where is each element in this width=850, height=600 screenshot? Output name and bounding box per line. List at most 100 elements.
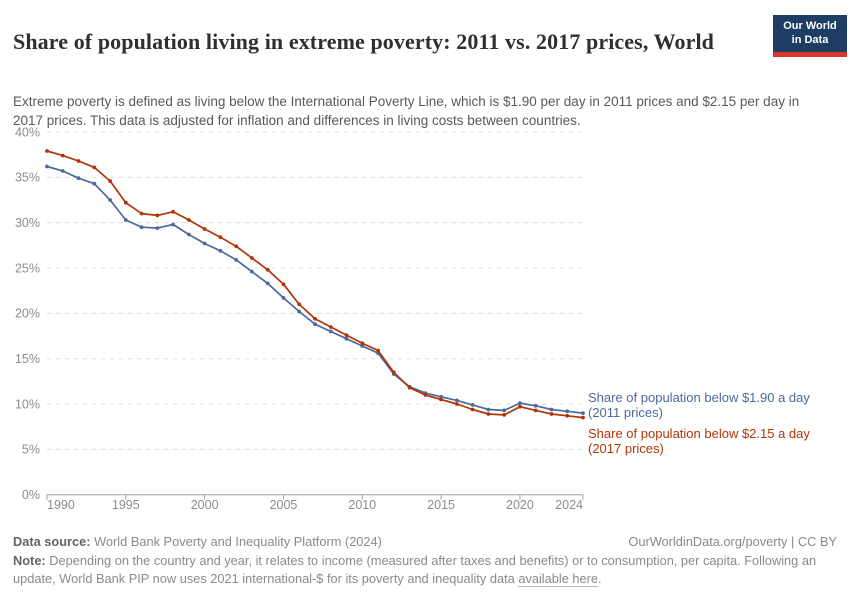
data-point-2017-prices[interactable] (218, 235, 223, 240)
data-point-2017-prices[interactable] (108, 179, 112, 183)
data-point-2011-prices[interactable] (313, 322, 317, 327)
data-point-2017-prices[interactable] (581, 415, 585, 420)
data-point-2011-prices[interactable] (187, 232, 191, 237)
data-point-2011-prices[interactable] (439, 394, 443, 399)
data-point-2011-prices[interactable] (123, 218, 128, 222)
footer-note: Note: Depending on the country and year,… (13, 552, 839, 587)
owid-logo-line2: in Data (791, 33, 829, 46)
data-point-2017-prices[interactable] (60, 153, 65, 158)
data-point-2017-prices[interactable] (92, 165, 97, 170)
note-label: Note: (13, 553, 46, 568)
data-point-2017-prices[interactable] (376, 348, 380, 353)
data-point-2011-prices[interactable] (518, 401, 522, 405)
owid-logo[interactable]: Our World in Data (773, 15, 847, 57)
data-point-2011-prices[interactable] (297, 309, 302, 314)
data-point-2017-prices[interactable] (423, 393, 428, 397)
x-tick-label: 2005 (270, 498, 298, 512)
data-point-2011-prices[interactable] (502, 408, 507, 413)
data-point-2011-prices[interactable] (581, 411, 585, 415)
data-point-2011-prices[interactable] (155, 226, 160, 231)
data-point-2017-prices[interactable] (407, 385, 412, 390)
data-point-2011-prices[interactable] (470, 403, 475, 407)
data-point-2017-prices[interactable] (265, 267, 270, 272)
series-label-2017-line2: (2017 prices) (588, 441, 664, 457)
x-tick-label: 2020 (506, 498, 534, 512)
x-tick-label: 2015 (427, 498, 455, 512)
data-point-2017-prices[interactable] (518, 404, 522, 409)
data-point-2011-prices[interactable] (328, 329, 333, 334)
data-point-2011-prices[interactable] (76, 176, 81, 181)
data-point-2017-prices[interactable] (470, 407, 475, 412)
data-point-2017-prices[interactable] (45, 149, 49, 153)
data-point-2017-prices[interactable] (565, 413, 570, 418)
data-point-2011-prices[interactable] (139, 225, 144, 230)
data-point-2017-prices[interactable] (250, 256, 254, 260)
data-point-2011-prices[interactable] (533, 403, 538, 408)
data-point-2017-prices[interactable] (391, 370, 396, 375)
x-tick-label: 1990 (47, 498, 75, 512)
series-label-2011-prices[interactable]: Share of population below $1.90 a day (2… (588, 390, 823, 421)
page-title: Share of population living in extreme po… (13, 28, 715, 54)
x-tick-label: 2000 (191, 498, 219, 512)
data-point-2011-prices[interactable] (281, 296, 286, 300)
data-point-2017-prices[interactable] (502, 413, 507, 417)
data-point-2011-prices[interactable] (455, 398, 459, 403)
data-point-2017-prices[interactable] (297, 302, 302, 307)
data-point-2011-prices[interactable] (234, 258, 239, 262)
data-point-2011-prices[interactable] (45, 164, 49, 169)
data-point-2011-prices[interactable] (360, 344, 365, 348)
data-point-2017-prices[interactable] (360, 341, 365, 346)
data-point-2017-prices[interactable] (202, 227, 207, 231)
y-tick-label: 30% (15, 216, 40, 230)
data-point-2017-prices[interactable] (313, 316, 317, 321)
data-point-2017-prices[interactable] (439, 397, 443, 402)
y-tick-label: 40% (15, 125, 40, 139)
data-point-2011-prices[interactable] (486, 407, 491, 412)
y-tick-label: 25% (15, 261, 40, 275)
data-point-2017-prices[interactable] (344, 333, 349, 337)
series-label-2017-prices[interactable]: Share of population below $2.15 a day (2… (588, 426, 823, 457)
data-point-2017-prices[interactable] (455, 402, 459, 406)
data-point-2017-prices[interactable] (139, 211, 144, 216)
series-label-2011-line1: Share of population below $1.90 a day (588, 390, 810, 405)
x-tick-label: 2024 (555, 498, 583, 512)
data-point-2011-prices[interactable] (265, 281, 270, 286)
y-tick-label: 35% (15, 171, 40, 185)
y-tick-label: 20% (15, 307, 40, 321)
data-point-2011-prices[interactable] (549, 407, 554, 412)
data-point-2011-prices[interactable] (171, 222, 176, 227)
data-point-2011-prices[interactable] (60, 169, 65, 173)
y-tick-label: 10% (15, 397, 40, 411)
data-point-2011-prices[interactable] (92, 181, 97, 186)
y-tick-label: 15% (15, 352, 40, 366)
owid-logo-line1: Our World (783, 20, 837, 32)
datasource-text: World Bank Poverty and Inequality Platfo… (90, 534, 382, 549)
series-label-2011-line2: (2011 prices) (588, 405, 663, 421)
attribution-link[interactable]: OurWorldinData.org/poverty | CC BY (628, 534, 837, 549)
data-point-2017-prices[interactable] (123, 200, 128, 205)
x-tick-label: 1995 (112, 498, 140, 512)
x-tick-label: 2010 (348, 498, 376, 512)
data-point-2011-prices[interactable] (202, 241, 207, 246)
data-point-2017-prices[interactable] (281, 282, 286, 287)
chart-subtitle: Extreme poverty is defined as living bel… (13, 94, 800, 129)
series-line-2017-prices[interactable] (46, 150, 584, 419)
data-point-2017-prices[interactable] (328, 325, 333, 329)
line-chart-plot: 0% 5% 10% 15% 20% 25% 30% 35% 40% 1990 1995 2000 200… (15, 125, 585, 512)
data-point-2011-prices[interactable] (218, 248, 223, 253)
data-point-2017-prices[interactable] (549, 412, 554, 416)
data-point-2017-prices[interactable] (533, 408, 538, 413)
data-point-2017-prices[interactable] (234, 244, 239, 249)
data-point-2017-prices[interactable] (187, 218, 191, 222)
data-point-2017-prices[interactable] (155, 213, 160, 218)
data-point-2011-prices[interactable] (565, 409, 570, 414)
data-point-2017-prices[interactable] (171, 209, 176, 214)
data-point-2017-prices[interactable] (486, 412, 491, 416)
data-point-2017-prices[interactable] (76, 159, 81, 163)
data-point-2011-prices[interactable] (344, 336, 349, 341)
available-here-link[interactable]: available here (518, 570, 599, 587)
footer-datasource-row: OurWorldinData.org/poverty | CC BY Data … (13, 534, 837, 549)
data-point-2011-prices[interactable] (250, 269, 254, 274)
data-point-2011-prices[interactable] (108, 198, 112, 202)
